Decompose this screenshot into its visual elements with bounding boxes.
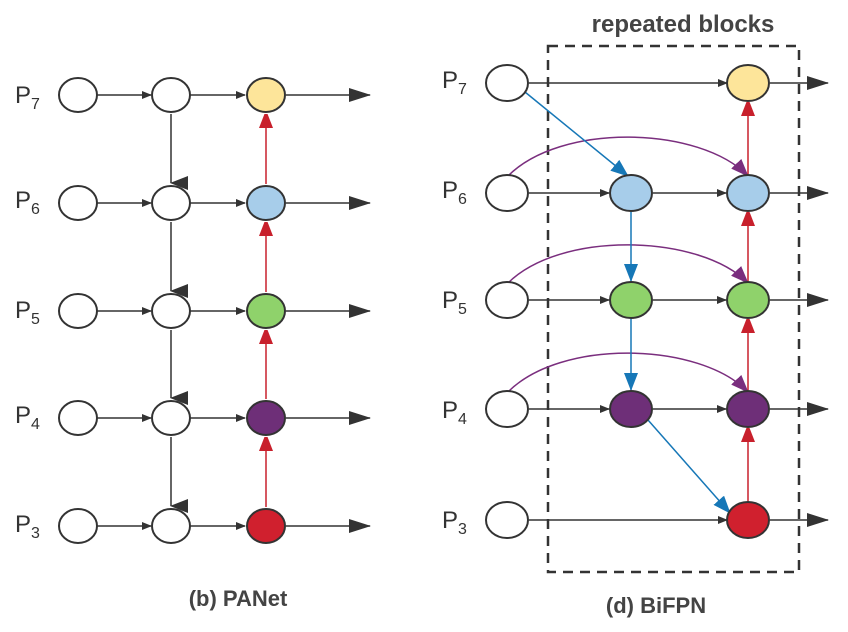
bifpn-node-out-p5 [726, 281, 770, 319]
repeated-blocks-label: repeated blocks [592, 11, 775, 38]
panet-level-label-p7: P7 [15, 82, 40, 113]
bifpn-node-out-p7 [726, 64, 770, 102]
panet-node-mid-p5 [151, 293, 191, 329]
bifpn-skip-p5 [506, 244, 749, 285]
bifpn-level-label-p5: P5 [442, 287, 467, 318]
bifpn-down-p4-p3 [647, 419, 731, 514]
panet-level-label-p5: P5 [15, 297, 40, 328]
panet-mid-nodes [151, 77, 191, 544]
bifpn-node-out-p4 [726, 390, 770, 428]
bifpn-node-input-p5 [485, 281, 529, 319]
bifpn-level-label-p3: P3 [442, 507, 467, 538]
panet-input-nodes [58, 77, 98, 544]
bifpn-node-mid-p4 [609, 390, 653, 428]
bifpn-down-p7-p6 [524, 91, 629, 177]
panet-input-edges [97, 91, 152, 530]
bifpn-node-mid-p5 [609, 281, 653, 319]
panet-level-label-p4: P4 [15, 402, 40, 433]
bifpn-skip-p6 [506, 136, 749, 178]
repeated-blocks-box [546, 44, 801, 574]
panet-caption: (b) PANet [189, 586, 288, 611]
panet-output-nodes [246, 77, 286, 544]
bifpn-output-nodes [726, 64, 770, 539]
bifpn-level-label-p7: P7 [442, 67, 467, 98]
bifpn-node-input-p7 [485, 64, 529, 102]
panet-node-input-p3 [58, 508, 98, 544]
bifpn-node-out-p6 [726, 174, 770, 212]
panet-node-out-p5 [246, 293, 286, 329]
panet-level-label-p6: P6 [15, 187, 40, 218]
panet-node-out-p3 [246, 508, 286, 544]
panet-node-input-p5 [58, 293, 98, 329]
bifpn-node-input-p6 [485, 174, 529, 212]
panet-node-out-p6 [246, 185, 286, 221]
bifpn-topdown-edges [524, 91, 731, 514]
panet-node-input-p7 [58, 77, 98, 113]
bifpn-level-label-p6: P6 [442, 177, 467, 208]
panet-node-mid-p7 [151, 77, 191, 113]
panet-node-input-p4 [58, 400, 98, 436]
bifpn-level-label-p4: P4 [442, 397, 467, 428]
bifpn-skip-edges [506, 136, 749, 394]
bifpn-node-out-p3 [726, 501, 770, 539]
bifpn-input-nodes [485, 64, 529, 539]
bifpn-skip-p4 [506, 352, 749, 394]
panet-diagram: P7 P6 P5 P4 P3 [15, 77, 371, 611]
panet-node-mid-p3 [151, 508, 191, 544]
bifpn-output-edges [770, 76, 829, 527]
bifpn-diagram: repeated blocks P7 P6 P5 P4 P3 [442, 11, 829, 618]
panet-node-out-p4 [246, 400, 286, 436]
panet-node-mid-p4 [151, 400, 191, 436]
panet-node-mid-p6 [151, 185, 191, 221]
panet-node-input-p6 [58, 185, 98, 221]
bifpn-node-mid-p6 [609, 174, 653, 212]
panet-mid-edges [190, 91, 246, 530]
bifpn-mid-nodes [609, 174, 653, 428]
bifpn-horizontal-edges [529, 79, 728, 524]
bifpn-node-input-p3 [485, 501, 529, 539]
panet-output-edges [286, 88, 371, 533]
bifpn-node-input-p4 [485, 390, 529, 428]
panet-level-label-p3: P3 [15, 511, 40, 542]
panet-node-out-p7 [246, 77, 286, 113]
bifpn-caption: (d) BiFPN [606, 593, 706, 618]
